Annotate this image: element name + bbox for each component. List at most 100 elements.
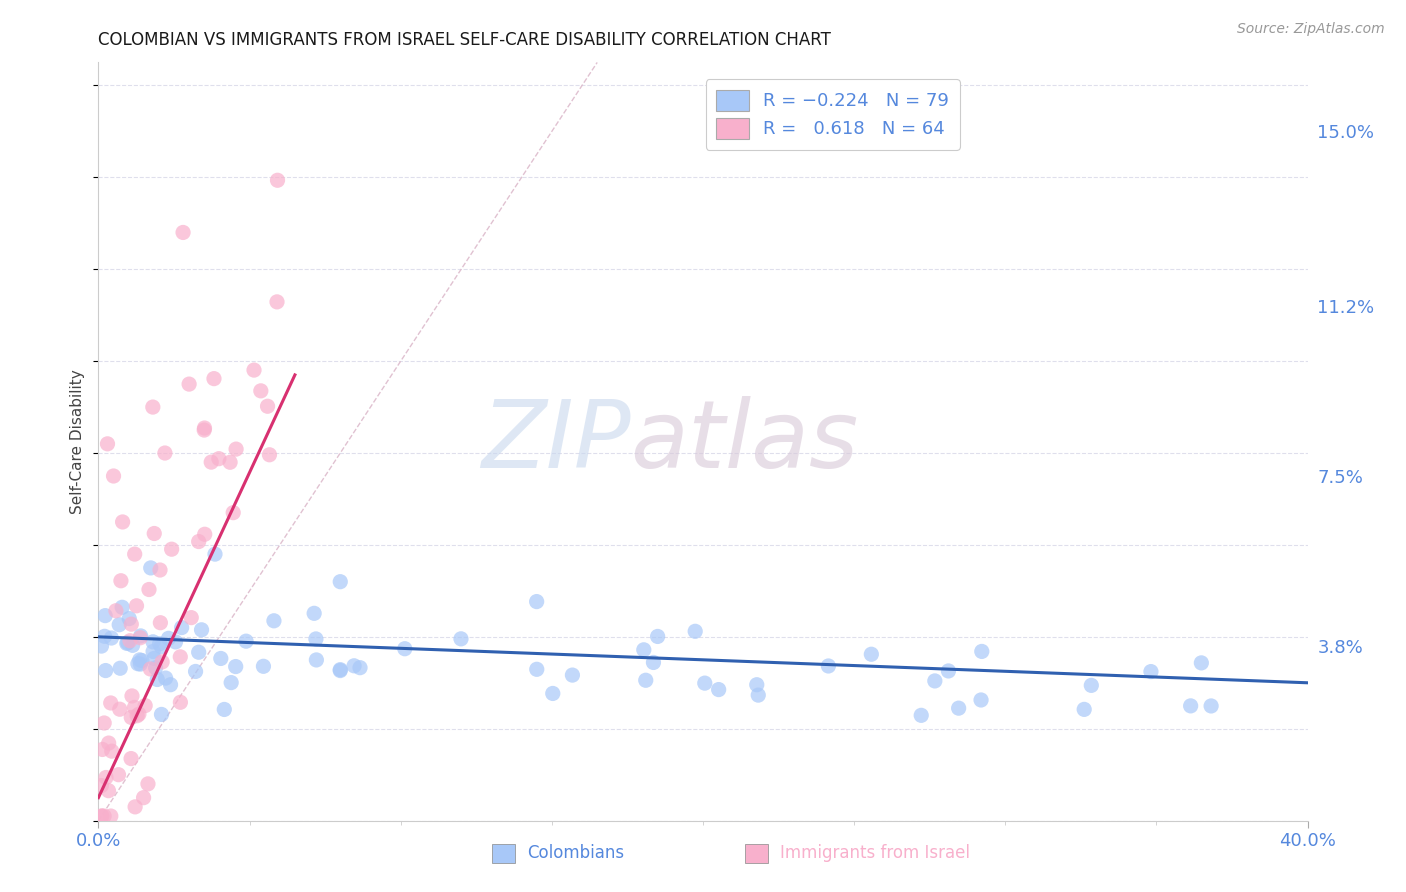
Legend: R = −0.224   N = 79, R =   0.618   N = 64: R = −0.224 N = 79, R = 0.618 N = 64 <box>706 79 960 150</box>
Point <box>153 446 176 460</box>
Point <box>305 632 328 646</box>
Point <box>970 644 993 658</box>
Point <box>93 809 115 823</box>
Point <box>138 582 160 597</box>
Point <box>103 469 125 483</box>
Point <box>120 751 142 765</box>
Point <box>938 664 960 678</box>
Point <box>139 662 162 676</box>
Point <box>1140 665 1163 679</box>
Point <box>165 635 187 649</box>
Point <box>541 686 564 700</box>
Point <box>259 448 281 462</box>
Point <box>90 809 112 823</box>
Point <box>117 636 139 650</box>
Point <box>200 455 222 469</box>
Point <box>970 693 993 707</box>
Point <box>187 534 209 549</box>
Point <box>90 779 112 793</box>
Point <box>1189 656 1212 670</box>
Point <box>129 631 152 645</box>
Point <box>94 608 117 623</box>
Point <box>1073 702 1095 716</box>
Point <box>97 783 120 797</box>
Point <box>145 661 167 675</box>
Point <box>193 423 215 437</box>
Point <box>225 659 247 673</box>
Point <box>170 621 193 635</box>
Point <box>100 631 122 645</box>
Point <box>450 632 472 646</box>
Point <box>94 664 117 678</box>
Point <box>349 661 371 675</box>
Point <box>172 226 194 240</box>
Point <box>266 294 288 309</box>
Point <box>125 599 148 613</box>
Point <box>924 673 946 688</box>
Point <box>124 800 146 814</box>
Point <box>108 661 131 675</box>
Point <box>633 642 655 657</box>
Text: ZIP: ZIP <box>481 396 630 487</box>
Point <box>683 624 706 639</box>
Point <box>111 600 134 615</box>
Point <box>747 688 769 702</box>
Point <box>1080 678 1102 692</box>
Point <box>136 777 159 791</box>
Point <box>329 663 352 677</box>
Point <box>118 611 141 625</box>
Point <box>124 547 146 561</box>
Point <box>1180 698 1202 713</box>
Point <box>111 515 134 529</box>
Point <box>100 744 122 758</box>
Point <box>100 809 122 823</box>
Point <box>128 653 150 667</box>
Point <box>146 673 169 687</box>
Point <box>93 629 115 643</box>
Point <box>108 617 131 632</box>
Point <box>142 400 165 414</box>
Point <box>193 421 215 435</box>
Point <box>169 695 191 709</box>
Point <box>643 656 665 670</box>
Point <box>180 610 202 624</box>
Point <box>90 809 112 823</box>
Point <box>93 716 115 731</box>
Point <box>250 384 273 398</box>
Point <box>179 377 201 392</box>
Point <box>266 173 288 187</box>
Point <box>202 371 225 385</box>
Point <box>160 542 183 557</box>
Point <box>263 614 285 628</box>
Point <box>204 547 226 561</box>
Point <box>132 790 155 805</box>
Point <box>131 654 153 668</box>
Point <box>150 655 173 669</box>
Point <box>526 662 548 676</box>
Point <box>526 594 548 608</box>
Text: atlas: atlas <box>630 396 859 487</box>
Point <box>118 633 141 648</box>
Point <box>90 639 112 653</box>
Point <box>222 506 245 520</box>
Point <box>343 658 366 673</box>
Point <box>707 682 730 697</box>
Point <box>910 708 932 723</box>
Point <box>120 617 142 632</box>
Point <box>302 607 325 621</box>
Point <box>143 526 166 541</box>
Point <box>169 649 191 664</box>
Point <box>155 671 177 685</box>
Text: Source: ZipAtlas.com: Source: ZipAtlas.com <box>1237 22 1385 37</box>
Text: Colombians: Colombians <box>527 844 624 862</box>
Point <box>252 659 274 673</box>
Point <box>128 707 150 722</box>
Point <box>115 636 138 650</box>
Point <box>96 437 118 451</box>
Point <box>561 668 583 682</box>
Point <box>860 647 883 661</box>
Text: COLOMBIAN VS IMMIGRANTS FROM ISRAEL SELF-CARE DISABILITY CORRELATION CHART: COLOMBIAN VS IMMIGRANTS FROM ISRAEL SELF… <box>98 31 831 49</box>
Point <box>121 638 143 652</box>
Point <box>129 629 152 643</box>
Point <box>243 363 266 377</box>
